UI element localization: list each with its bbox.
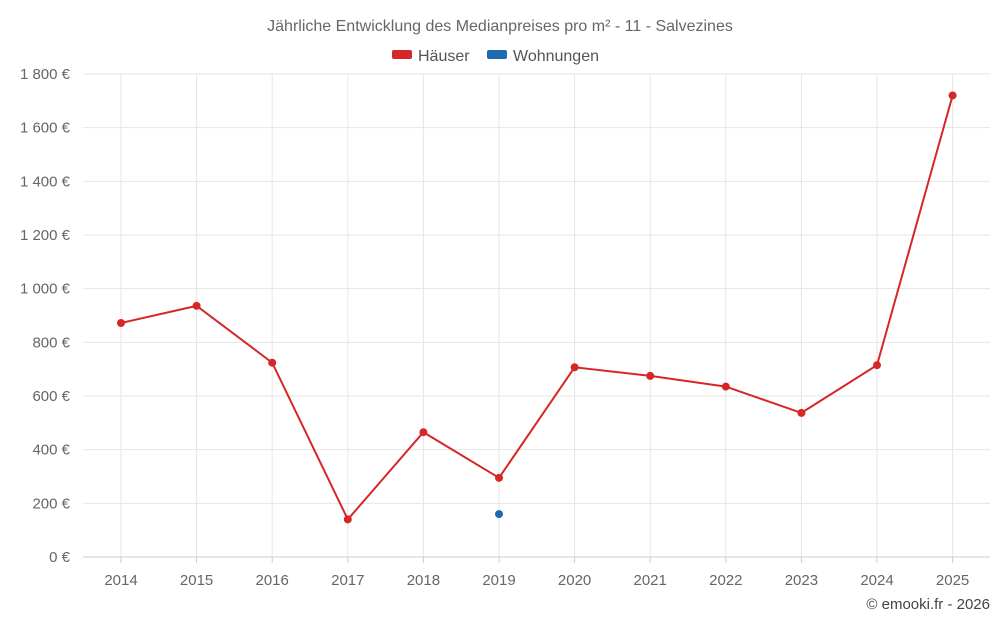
data-point-h-user[interactable]	[419, 428, 428, 437]
y-tick-label: 200 €	[32, 495, 70, 512]
y-tick-label: 400 €	[32, 442, 70, 459]
legend-label: Wohnungen	[513, 48, 599, 65]
y-tick-label: 1 200 €	[20, 227, 71, 244]
data-point-h-user[interactable]	[117, 319, 125, 328]
legend-item-wohnungen[interactable]: Wohnungen	[487, 48, 599, 65]
data-point-h-user[interactable]	[797, 408, 806, 417]
chart-title: Jährliche Entwicklung des Medianpreises …	[267, 18, 733, 35]
legend[interactable]: Häuser Wohnungen	[392, 48, 599, 65]
data-point-wohnungen[interactable]	[495, 510, 503, 519]
y-tick-label: 1 000 €	[20, 281, 71, 298]
axes: 0 € 200 € 400 € 600 € 800 € 1 000 € 1 200 € 1 4…	[20, 66, 990, 589]
data-point-h-user[interactable]	[948, 91, 957, 100]
x-tick-label: 2021	[634, 572, 667, 589]
x-tick-label: 2018	[407, 572, 440, 589]
credit-text: © emooki.fr - 2026	[866, 596, 990, 613]
legend-label: Häuser	[418, 48, 470, 65]
y-tick-label: 800 €	[32, 334, 70, 351]
data-point-h-user[interactable]	[343, 515, 352, 524]
data-point-h-user[interactable]	[721, 382, 730, 391]
y-tick-label: 1 800 €	[20, 66, 71, 83]
x-tick-label: 2020	[558, 572, 591, 589]
data-point-h-user[interactable]	[873, 361, 881, 370]
series-line-h-user	[120, 95, 954, 522]
x-tick-label: 2019	[482, 572, 515, 589]
y-tick-label: 1 400 €	[20, 173, 71, 190]
y-tick-label: 600 €	[32, 388, 70, 405]
series	[117, 91, 957, 524]
grid	[83, 73, 990, 558]
x-tick-label: 2022	[709, 572, 742, 589]
x-tick-label: 2015	[180, 572, 213, 589]
data-point-h-user[interactable]	[268, 358, 277, 367]
y-tick-label: 0 €	[49, 549, 71, 566]
y-tick-label: 1 600 €	[20, 120, 71, 137]
x-tick-label: 2017	[331, 572, 364, 589]
x-tick-label: 2024	[860, 572, 893, 589]
data-point-h-user[interactable]	[570, 363, 579, 372]
legend-swatch	[392, 50, 412, 59]
x-tick-label: 2014	[104, 572, 137, 589]
x-tick-label: 2025	[936, 572, 969, 589]
x-tick-label: 2016	[256, 572, 289, 589]
data-point-h-user[interactable]	[192, 301, 201, 310]
data-point-h-user[interactable]	[495, 473, 503, 482]
legend-item-h-user[interactable]: Häuser	[392, 48, 470, 65]
x-tick-label: 2023	[785, 572, 818, 589]
data-point-h-user[interactable]	[646, 371, 655, 380]
legend-swatch	[487, 50, 507, 59]
